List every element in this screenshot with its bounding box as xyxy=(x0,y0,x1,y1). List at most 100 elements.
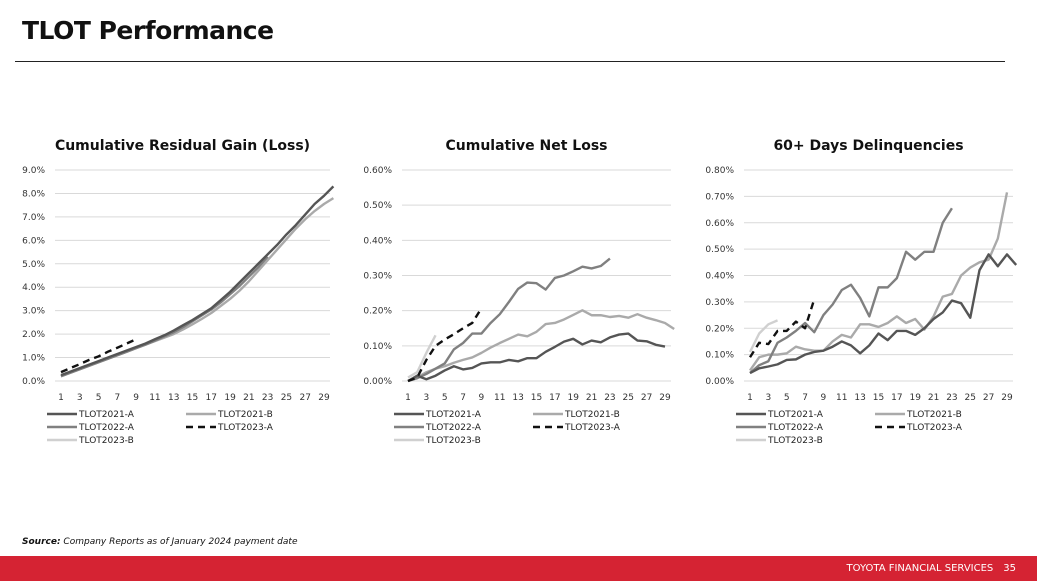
x-tick-label: 21 xyxy=(928,393,939,403)
x-tick-label: 21 xyxy=(243,393,254,403)
y-tick-label: 0.00% xyxy=(705,377,734,387)
series-line-tlot2023-a xyxy=(748,298,816,358)
footer-brand: TOYOTA FINANCIAL SERVICES xyxy=(846,563,994,574)
y-tick-label: 0.10% xyxy=(363,342,392,352)
y-tick-label: 0.00% xyxy=(363,377,392,387)
y-tick-label: 1.0% xyxy=(22,354,45,364)
legend-label: TLOT2023-B xyxy=(767,436,823,446)
y-tick-label: 0.60% xyxy=(705,219,734,229)
x-tick-label: 5 xyxy=(96,393,102,403)
y-tick-label: 5.0% xyxy=(22,260,45,270)
legend-label: TLOT2023-B xyxy=(425,436,481,446)
x-tick-label: 7 xyxy=(114,393,120,403)
legend-label: TLOT2021-B xyxy=(906,410,962,420)
series-line-tlot2023-b xyxy=(407,334,437,379)
legend-item: TLOT2021-A xyxy=(394,410,482,420)
y-tick-label: 0.20% xyxy=(363,307,392,317)
legend-item: TLOT2021-B xyxy=(875,410,962,420)
series-line-tlot2023-b xyxy=(748,319,779,353)
x-tick-label: 1 xyxy=(747,393,753,403)
legend-label: TLOT2021-A xyxy=(767,410,824,420)
legend-item: TLOT2021-B xyxy=(186,410,273,420)
y-tick-label: 0.30% xyxy=(705,298,734,308)
x-tick-label: 3 xyxy=(423,393,429,403)
y-tick-label: 7.0% xyxy=(22,213,45,223)
x-tick-label: 7 xyxy=(802,393,808,403)
x-tick-label: 23 xyxy=(604,393,615,403)
legend-label: TLOT2022-A xyxy=(767,423,824,433)
legend-item: TLOT2022-A xyxy=(394,423,482,433)
x-tick-label: 17 xyxy=(891,393,902,403)
y-tick-label: 9.0% xyxy=(22,166,45,176)
x-tick-label: 11 xyxy=(494,393,505,403)
legend-item: TLOT2022-A xyxy=(736,423,824,433)
chart-title: Cumulative Residual Gain (Loss) xyxy=(55,138,310,154)
x-tick-label: 27 xyxy=(641,393,652,403)
legend-item: TLOT2023-A xyxy=(533,423,621,433)
series-line-tlot2022-a xyxy=(60,255,269,378)
y-tick-label: 6.0% xyxy=(22,236,45,246)
footer-text: TOYOTA FINANCIAL SERVICES 35 xyxy=(837,563,1016,574)
x-tick-label: 5 xyxy=(442,393,448,403)
series-line-tlot2022-a xyxy=(407,257,611,383)
series-line-tlot2021-b xyxy=(749,192,1009,372)
x-tick-label: 25 xyxy=(281,393,292,403)
legend-item: TLOT2023-A xyxy=(186,423,274,433)
legend-item: TLOT2021-B xyxy=(533,410,620,420)
legend-item: TLOT2023-B xyxy=(736,436,823,446)
legend-label: TLOT2023-A xyxy=(906,423,963,433)
x-tick-label: 7 xyxy=(460,393,466,403)
y-tick-label: 3.0% xyxy=(22,307,45,317)
legend-item: TLOT2023-A xyxy=(875,423,963,433)
x-tick-label: 9 xyxy=(479,393,485,403)
y-tick-label: 0.70% xyxy=(705,192,734,202)
y-tick-label: 8.0% xyxy=(22,189,45,199)
x-tick-label: 29 xyxy=(1001,393,1013,403)
chart-net-loss-svg: Cumulative Net Loss 0.00% 0.10% 0.20% 0.30% 0… xyxy=(363,138,675,446)
x-tick-label: 3 xyxy=(765,393,771,403)
x-tick-label: 19 xyxy=(224,393,236,403)
x-tick-label: 1 xyxy=(405,393,411,403)
series-line-tlot2021-a xyxy=(60,185,335,377)
x-tick-label: 23 xyxy=(262,393,273,403)
x-tick-label: 25 xyxy=(623,393,634,403)
chart-residual-gain: Cumulative Residual Gain (Loss) 0.0% 1.0% 2… xyxy=(15,130,335,460)
legend-label: TLOT2021-A xyxy=(425,410,482,420)
source-text: Company Reports as of January 2024 payme… xyxy=(60,537,298,547)
x-tick-label: 15 xyxy=(187,393,198,403)
x-tick-label: 3 xyxy=(77,393,83,403)
y-tick-label: 0.50% xyxy=(705,245,734,255)
x-tick-label: 17 xyxy=(549,393,560,403)
y-tick-label: 0.30% xyxy=(363,272,392,282)
chart-residual-gain-svg: Cumulative Residual Gain (Loss) 0.0% 1.0% 2… xyxy=(22,138,335,446)
x-tick-label: 9 xyxy=(133,393,139,403)
x-tick-label: 5 xyxy=(784,393,790,403)
y-tick-label: 0.20% xyxy=(705,324,734,334)
page-number: 35 xyxy=(1003,563,1016,574)
legend-label: TLOT2023-A xyxy=(564,423,621,433)
x-tick-label: 15 xyxy=(531,393,542,403)
x-tick-label: 13 xyxy=(168,393,179,403)
y-tick-label: 2.0% xyxy=(22,330,45,340)
x-tick-label: 9 xyxy=(821,393,827,403)
y-tick-label: 0.80% xyxy=(705,166,734,176)
source-label: Source: xyxy=(22,537,61,547)
x-tick-label: 27 xyxy=(983,393,994,403)
legend-label: TLOT2022-A xyxy=(425,423,482,433)
legend-label: TLOT2021-B xyxy=(217,410,273,420)
chart-delinquencies: 60+ Days Delinquencies 0.00% 0.10% 0.20% 0.3… xyxy=(697,130,1018,460)
series-line-tlot2021-b xyxy=(407,309,675,383)
chart-delinquencies-svg: 60+ Days Delinquencies 0.00% 0.10% 0.20% 0.3… xyxy=(705,138,1018,446)
x-tick-label: 1 xyxy=(58,393,64,403)
series-line-tlot2022-a xyxy=(749,207,953,374)
y-tick-label: 4.0% xyxy=(22,283,45,293)
x-tick-label: 15 xyxy=(873,393,884,403)
legend-label: TLOT2021-B xyxy=(564,410,620,420)
source-note: Source: Company Reports as of January 20… xyxy=(22,537,297,547)
legend-item: TLOT2021-A xyxy=(736,410,824,420)
x-tick-label: 13 xyxy=(512,393,523,403)
chart-net-loss: Cumulative Net Loss 0.00% 0.10% 0.20% 0.30% 0… xyxy=(355,130,675,460)
page-title: TLOT Performance xyxy=(22,16,274,45)
legend-item: TLOT2021-A xyxy=(47,410,135,420)
x-tick-label: 19 xyxy=(909,393,921,403)
